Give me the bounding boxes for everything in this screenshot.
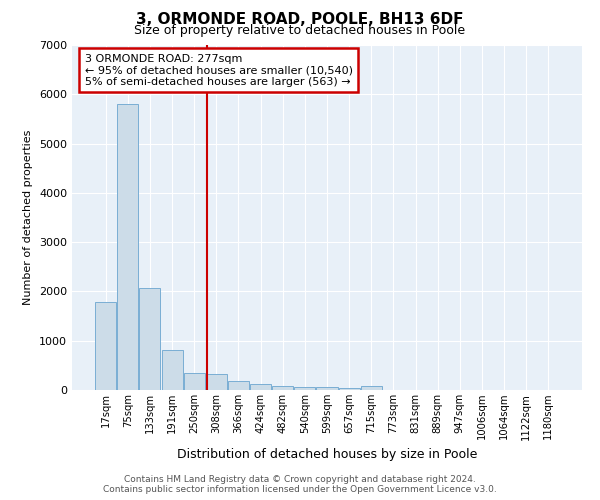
Text: Size of property relative to detached houses in Poole: Size of property relative to detached ho…	[134, 24, 466, 37]
Bar	[272, 386, 293, 390]
Bar	[184, 373, 205, 390]
Y-axis label: Number of detached properties: Number of detached properties	[23, 130, 34, 305]
Bar	[338, 388, 359, 390]
Bar	[250, 384, 271, 390]
Bar	[361, 386, 382, 390]
Bar	[118, 104, 139, 390]
Bar	[228, 381, 249, 390]
X-axis label: Distribution of detached houses by size in Poole: Distribution of detached houses by size …	[177, 448, 477, 461]
Bar	[295, 387, 316, 390]
Text: Contains HM Land Registry data © Crown copyright and database right 2024.
Contai: Contains HM Land Registry data © Crown c…	[103, 474, 497, 494]
Bar	[95, 302, 116, 390]
Text: 3 ORMONDE ROAD: 277sqm
← 95% of detached houses are smaller (10,540)
5% of semi-: 3 ORMONDE ROAD: 277sqm ← 95% of detached…	[85, 54, 353, 87]
Bar	[161, 350, 182, 390]
Text: 3, ORMONDE ROAD, POOLE, BH13 6DF: 3, ORMONDE ROAD, POOLE, BH13 6DF	[136, 12, 464, 28]
Bar	[206, 374, 227, 390]
Bar	[139, 288, 160, 390]
Bar	[316, 388, 338, 390]
